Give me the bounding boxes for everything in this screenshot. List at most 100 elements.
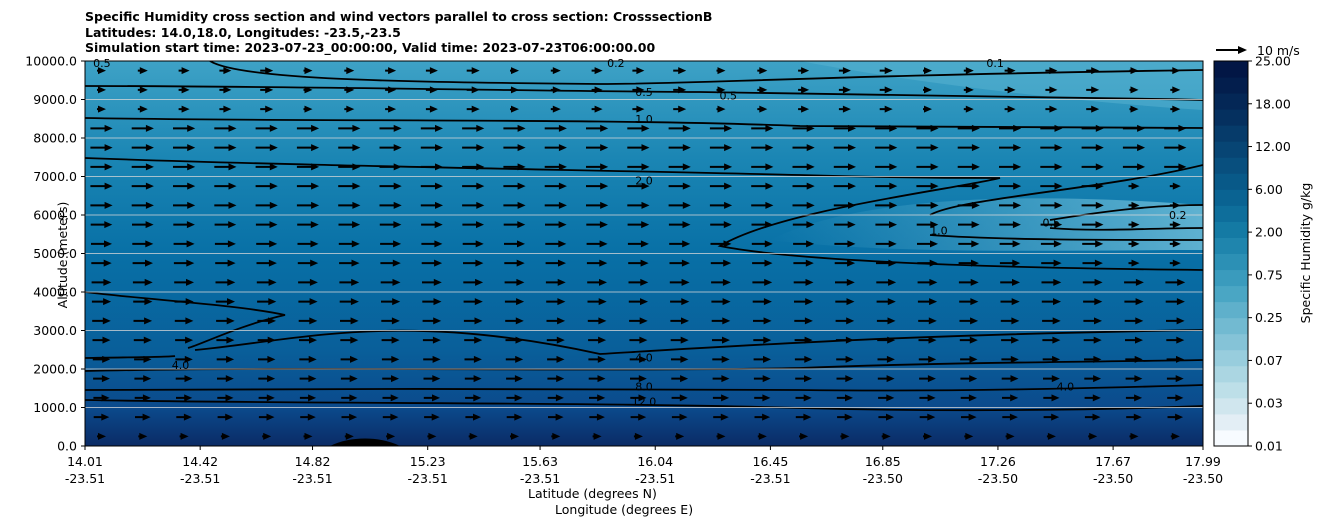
- wind-vector: [97, 105, 106, 113]
- wind-vector: [999, 163, 1022, 171]
- wind-vector: [216, 355, 235, 363]
- wind-vector: [628, 259, 649, 267]
- x-axis-label-longitude: Longitude (degrees E): [555, 502, 694, 517]
- wind-vector: [258, 413, 275, 421]
- wind-vector: [1129, 432, 1139, 440]
- wind-vector: [217, 413, 234, 421]
- wind-vector: [424, 413, 440, 421]
- wind-vector: [959, 336, 978, 344]
- wind-vector: [463, 317, 483, 325]
- wind-vector: [1082, 259, 1103, 267]
- wind-vector: [999, 144, 1022, 152]
- wind-vector: [751, 144, 774, 152]
- wind-vector: [1165, 298, 1185, 306]
- wind-vector: [671, 413, 688, 421]
- wind-vector: [919, 413, 936, 421]
- wind-vector: [544, 201, 567, 209]
- wind-vector: [92, 355, 111, 363]
- wind-vector: [923, 86, 932, 94]
- wind-vector: [753, 336, 772, 344]
- wind-vector: [834, 240, 856, 248]
- wind-vector: [798, 67, 810, 75]
- wind-vector: [881, 432, 891, 440]
- wind-vector: [712, 336, 730, 344]
- wind-vector: [257, 317, 276, 325]
- contour-label: 0.1: [986, 57, 1004, 70]
- wind-vector: [1164, 144, 1187, 152]
- wind-vector: [545, 259, 566, 267]
- x-tick-label-lon: -23.51: [520, 471, 560, 486]
- wind-vector: [669, 278, 690, 286]
- wind-vector: [716, 432, 726, 440]
- wind-vector: [340, 336, 359, 344]
- wind-vector: [380, 240, 402, 248]
- wind-vector: [1169, 221, 1181, 229]
- wind-vector: [173, 221, 195, 229]
- wind-vector: [296, 163, 320, 171]
- colorbar-swatch: [1214, 365, 1248, 383]
- contour-label: 12.0: [632, 396, 657, 409]
- wind-vector: [91, 259, 112, 267]
- wind-vector: [1169, 182, 1181, 190]
- wind-vector: [834, 221, 856, 229]
- wind-vector: [1004, 86, 1016, 94]
- wind-vector: [1081, 221, 1104, 229]
- contour-label: 4.0: [635, 351, 653, 364]
- wind-vector: [1040, 240, 1062, 248]
- wind-vector: [1125, 394, 1143, 402]
- wind-vector: [629, 317, 648, 325]
- wind-vector: [214, 240, 236, 248]
- wind-vector: [296, 124, 320, 132]
- wind-vector: [670, 336, 689, 344]
- y-tick-label: 5000.0: [33, 246, 77, 261]
- wind-vector: [879, 67, 893, 75]
- wind-vector: [673, 67, 687, 75]
- wind-vector: [255, 182, 278, 190]
- colorbar-swatch: [1214, 189, 1248, 206]
- wind-vector: [544, 124, 567, 132]
- colorbar-swatch: [1214, 141, 1248, 158]
- contour-label: 1.0: [930, 224, 948, 237]
- wind-vector: [587, 278, 607, 286]
- wind-vector: [627, 182, 650, 190]
- colorbar-tick-label: 0.01: [1255, 439, 1283, 454]
- wind-vector: [675, 432, 685, 440]
- wind-vector: [464, 336, 483, 344]
- wind-vector: [833, 201, 856, 209]
- wind-vector: [918, 355, 937, 363]
- wind-vector: [175, 355, 193, 363]
- wind-vector: [262, 432, 272, 440]
- wind-vector: [713, 413, 729, 421]
- x-tick-label-lon: -23.50: [1183, 471, 1223, 486]
- wind-vector: [338, 124, 361, 132]
- wind-vector: [90, 182, 113, 190]
- wind-vector: [916, 144, 939, 152]
- wind-vector: [1170, 105, 1181, 113]
- contour-label: 0.5: [720, 90, 738, 103]
- wind-vector: [757, 105, 768, 113]
- wind-vector: [344, 105, 355, 113]
- wind-vector: [219, 67, 232, 75]
- wind-vector: [1081, 163, 1104, 171]
- wind-vector: [878, 413, 894, 421]
- wind-vector: [671, 375, 689, 383]
- wind-vector: [709, 144, 733, 152]
- colorbar-swatch: [1214, 253, 1248, 271]
- wind-vector: [709, 182, 733, 190]
- wind-vector: [1084, 394, 1101, 402]
- wind-vector: [341, 413, 358, 421]
- wind-vector: [1041, 298, 1061, 306]
- wind-vector: [1088, 432, 1098, 440]
- wind-vector: [299, 355, 317, 363]
- wind-vector: [917, 278, 938, 286]
- wind-vector: [176, 413, 192, 421]
- wind-vector: [916, 182, 939, 190]
- y-tick-label: 9000.0: [33, 92, 77, 107]
- wind-vector: [173, 124, 196, 132]
- wind-vector: [382, 413, 399, 421]
- wind-vector: [668, 201, 691, 209]
- wind-vector: [463, 278, 484, 286]
- wind-vector: [753, 375, 771, 383]
- wind-vector: [586, 240, 608, 248]
- wind-vector: [464, 355, 482, 363]
